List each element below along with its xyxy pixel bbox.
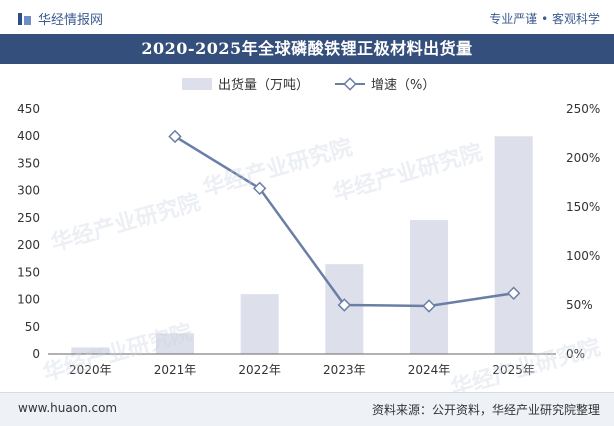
x-tick-label: 2024年 (408, 363, 451, 377)
y-right-tick-label: 50% (566, 298, 593, 312)
slogan: 专业严谨 • 客观科学 (489, 12, 600, 26)
bar (494, 136, 533, 354)
y-right-tick-label: 250% (566, 102, 600, 116)
line-point (252, 181, 267, 196)
top-bar: 华经情报网 专业严谨 • 客观科学 (0, 0, 614, 34)
x-tick-label: 2020年 (69, 363, 112, 377)
legend-label-line: 增速（%） (371, 78, 435, 93)
y-right-tick-label: 0% (566, 347, 585, 361)
line-point (168, 129, 182, 144)
x-tick-label: 2022年 (238, 363, 281, 377)
y-right-tick-label: 100% (566, 249, 600, 263)
line-point (337, 298, 352, 312)
chart-title: 2020-2025年全球磷酸铁锂正极材料出货量 (0, 34, 614, 64)
x-tick-label: 2023年 (323, 363, 366, 377)
bar (156, 333, 194, 354)
line-point (506, 286, 521, 300)
brand-name: 华经情报网 (38, 13, 104, 28)
y-left-tick-label: 250 (17, 211, 40, 225)
chart: 出货量（万吨） 增速（%） 0 50 100 150 200 250 300 350 400 450 0… (17, 77, 600, 377)
y-left-tick-label: 300 (17, 184, 40, 198)
brand-logo-icon (18, 12, 32, 26)
y-left-tick-label: 400 (17, 129, 40, 143)
y-left-tick-label: 0 (32, 347, 40, 361)
brand[interactable]: 华经情报网 (18, 9, 103, 28)
legend-swatch-bar (182, 78, 212, 90)
legend-label-bar: 出货量（万吨） (218, 77, 309, 93)
bar (71, 347, 110, 354)
y-right-tick-label: 150% (566, 200, 600, 214)
legend-marker (343, 77, 357, 91)
bar (410, 220, 448, 354)
y-left-tick-label: 450 (17, 102, 40, 116)
site-url[interactable]: www.huaon.com (18, 401, 118, 415)
bar (240, 294, 279, 354)
data-source: 资料来源：公开资料，华经产业研究院整理 (371, 403, 600, 417)
y-left-tick-label: 200 (17, 238, 40, 252)
y-right-tick-label: 200% (566, 151, 600, 165)
line-point (422, 299, 436, 313)
y-left-tick-label: 100 (17, 293, 40, 307)
y-left-tick-label: 50 (25, 320, 40, 334)
x-tick-label: 2025年 (492, 363, 535, 377)
footer: www.huaon.com 资料来源：公开资料，华经产业研究院整理 (0, 392, 614, 426)
x-tick-label: 2021年 (154, 363, 197, 377)
y-left-tick-label: 150 (17, 265, 40, 279)
y-left-tick-label: 350 (17, 156, 40, 170)
